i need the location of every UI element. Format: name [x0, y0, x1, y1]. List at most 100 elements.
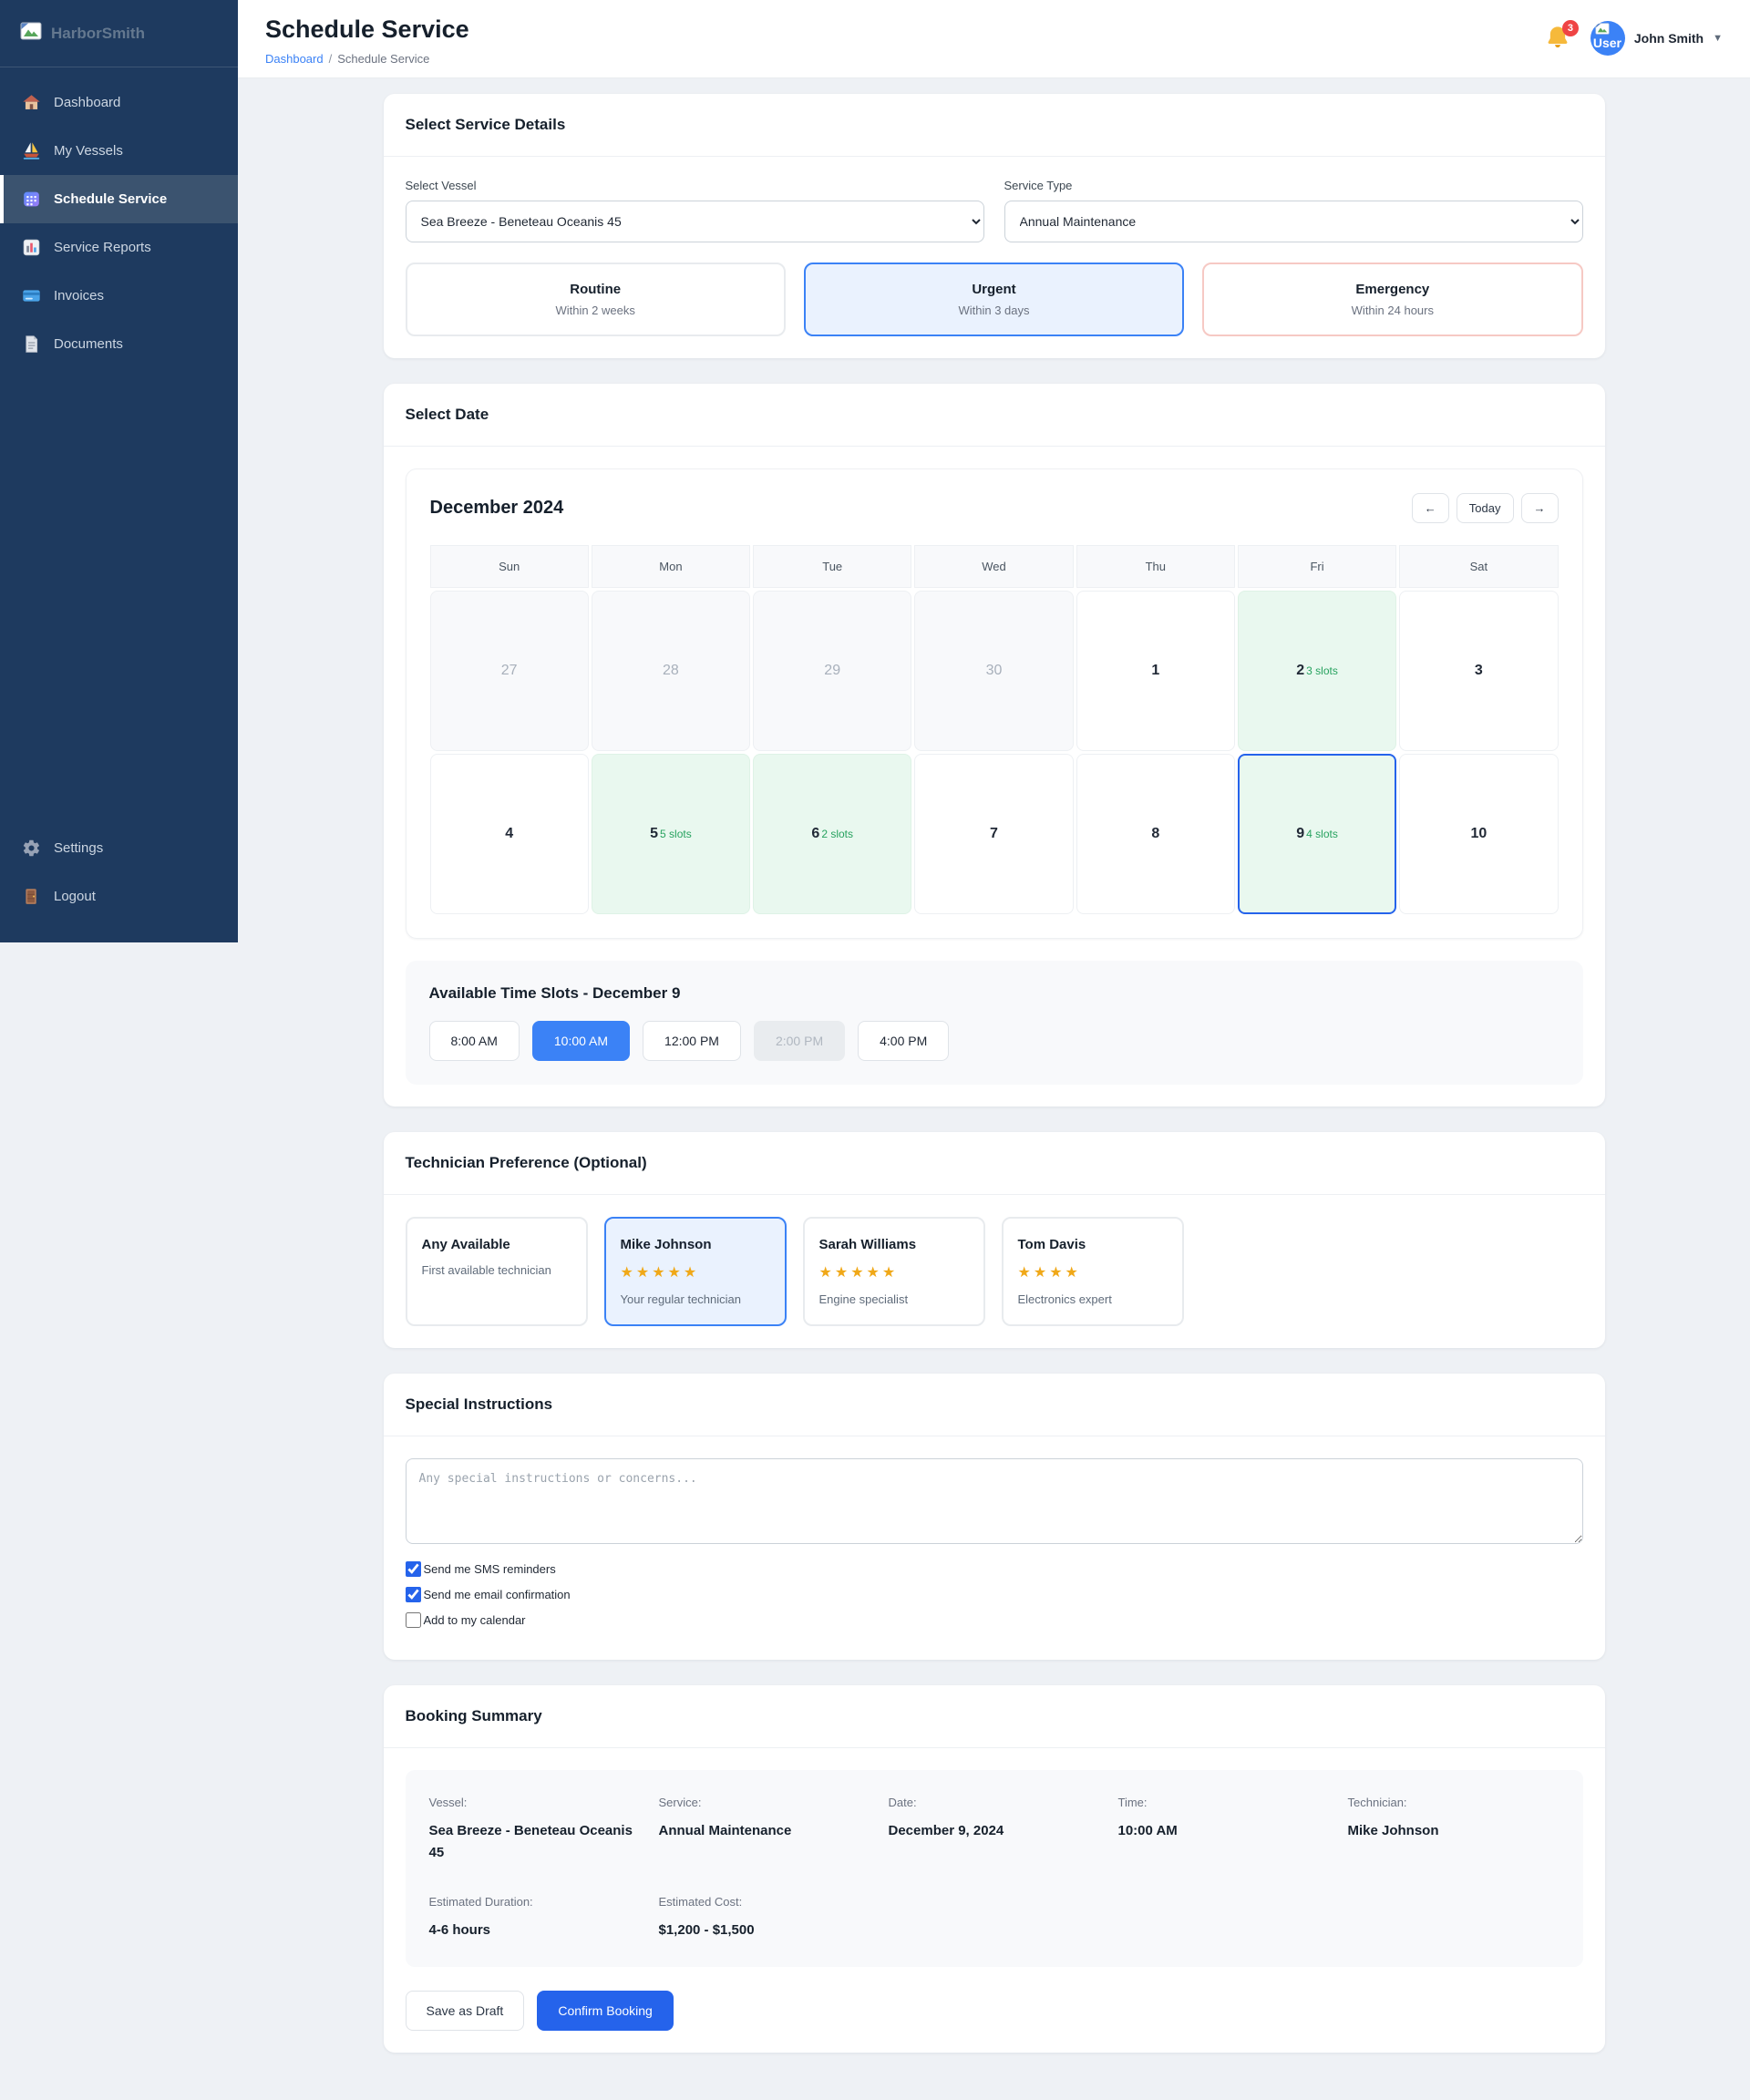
calendar-day: 29 — [753, 591, 912, 751]
vessel-label: Select Vessel — [405, 179, 477, 192]
calendar-prev-button[interactable]: ← — [1411, 493, 1449, 523]
calendar-day: 30 — [914, 591, 1074, 751]
weekday-header: Fri — [1237, 545, 1397, 588]
sms-reminders-checkbox[interactable] — [405, 1561, 421, 1577]
sidebar-item-my-vessels[interactable]: My Vessels — [0, 127, 238, 175]
page-title: Schedule Service — [265, 15, 469, 43]
technician-option-any[interactable]: Any Available First available technician — [405, 1217, 588, 1326]
urgency-title: Routine — [570, 282, 622, 297]
section-title-select-date: Select Date — [405, 406, 489, 423]
credit-card-icon — [22, 286, 41, 305]
breadcrumb: Dashboard / Schedule Service — [265, 52, 469, 66]
special-instructions-card: Special Instructions Send me SMS reminde… — [383, 1374, 1605, 1660]
avatar: User — [1590, 21, 1625, 56]
checkbox-email-confirmation[interactable]: Send me email confirmation — [405, 1587, 1583, 1602]
sidebar-item-documents[interactable]: Documents — [0, 320, 238, 368]
slots-count: 4 slots — [1306, 828, 1338, 840]
technician-name: Mike Johnson — [620, 1237, 712, 1252]
timeslot-button[interactable]: 12:00 PM — [643, 1021, 741, 1061]
sidebar-item-invoices[interactable]: Invoices — [0, 272, 238, 320]
weekday-header: Sun — [429, 545, 589, 588]
calendar-day[interactable]: 8 — [1076, 754, 1235, 914]
section-title-summary: Booking Summary — [405, 1707, 542, 1724]
service-type-label: Service Type — [1004, 179, 1073, 192]
section-title-instructions: Special Instructions — [405, 1395, 553, 1413]
broken-image-icon — [20, 22, 42, 45]
timeslots-title: Available Time Slots - December 9 — [428, 984, 681, 1002]
booking-summary-card: Booking Summary Vessel: Sea Breeze - Ben… — [383, 1685, 1605, 2053]
calendar-day[interactable]: 7 — [914, 754, 1074, 914]
service-type-select[interactable]: Annual Maintenance — [1004, 201, 1583, 242]
technician-description: Electronics expert — [1017, 1292, 1112, 1306]
calendar-today-button[interactable]: Today — [1456, 493, 1514, 523]
urgency-option-routine[interactable]: Routine Within 2 weeks — [405, 262, 786, 336]
section-title-technician: Technician Preference (Optional) — [405, 1154, 647, 1171]
summary-field-vessel: Vessel: Sea Breeze - Beneteau Oceanis 45 — [428, 1796, 633, 1860]
notifications-button[interactable]: 3 — [1545, 20, 1579, 54]
urgency-subtitle: Within 2 weeks — [555, 304, 635, 317]
weekday-header: Thu — [1076, 545, 1235, 588]
calendar-day[interactable]: 10 — [1399, 754, 1559, 914]
urgency-subtitle: Within 24 hours — [1351, 304, 1434, 317]
summary-field-cost: Estimated Cost: $1,200 - $1,500 — [658, 1895, 755, 1938]
calendar-day[interactable]: 3 — [1399, 591, 1559, 751]
sidebar-item-settings[interactable]: Settings — [0, 824, 238, 872]
technician-name: Any Available — [421, 1237, 510, 1252]
technician-option-sarah-williams[interactable]: Sarah Williams ★★★★★ Engine specialist — [802, 1217, 985, 1326]
weekday-header: Wed — [914, 545, 1074, 588]
notification-badge: 3 — [1561, 20, 1579, 36]
calendar-day[interactable]: 4 — [429, 754, 589, 914]
slots-count: 5 slots — [660, 828, 692, 840]
calendar: December 2024 ← Today → Sun Mon Tue Wed … — [405, 468, 1583, 939]
star-rating: ★★★★★ — [620, 1265, 700, 1281]
technician-option-mike-johnson[interactable]: Mike Johnson ★★★★★ Your regular technici… — [603, 1217, 787, 1326]
user-menu[interactable]: User John Smith ▼ — [1590, 21, 1723, 56]
door-icon — [22, 887, 41, 906]
sidebar-item-label: Settings — [54, 840, 104, 856]
special-instructions-input[interactable] — [405, 1458, 1583, 1544]
sidebar-item-service-reports[interactable]: Service Reports — [0, 223, 238, 272]
add-to-calendar-checkbox[interactable] — [405, 1612, 421, 1628]
service-details-card: Select Service Details Select Vessel Sea… — [383, 94, 1605, 358]
timeslot-button-selected[interactable]: 10:00 AM — [531, 1021, 631, 1061]
summary-field-technician: Technician: Mike Johnson — [1347, 1796, 1439, 1838]
sidebar-item-label: Invoices — [54, 288, 105, 304]
summary-field-time: Time: 10:00 AM — [1117, 1796, 1178, 1838]
email-confirmation-checkbox[interactable] — [405, 1587, 421, 1602]
timeslot-button[interactable]: 4:00 PM — [858, 1021, 950, 1061]
bell-icon — [1545, 26, 1570, 54]
urgency-option-urgent[interactable]: Urgent Within 3 days — [803, 262, 1185, 336]
sidebar: HarborSmith Dashboard My Vessels Schedul… — [0, 0, 238, 942]
calendar-day[interactable]: 1 — [1076, 591, 1235, 751]
calendar-next-button[interactable]: → — [1520, 493, 1559, 523]
sidebar-item-dashboard[interactable]: Dashboard — [0, 78, 238, 127]
technician-option-tom-davis[interactable]: Tom Davis ★★★★ Electronics expert — [1001, 1217, 1184, 1326]
vessel-select[interactable]: Sea Breeze - Beneteau Oceanis 45 — [405, 201, 984, 242]
urgency-option-emergency[interactable]: Emergency Within 24 hours — [1202, 262, 1583, 336]
checkbox-label: Send me email confirmation — [423, 1588, 571, 1601]
timeslots-panel: Available Time Slots - December 9 8:00 A… — [405, 961, 1583, 1085]
urgency-subtitle: Within 3 days — [958, 304, 1030, 317]
calendar-day: 28 — [591, 591, 751, 751]
timeslot-button[interactable]: 8:00 AM — [428, 1021, 520, 1061]
urgency-title: Emergency — [1355, 282, 1430, 297]
breadcrumb-dashboard-link[interactable]: Dashboard — [265, 52, 324, 66]
technician-name: Tom Davis — [1017, 1237, 1086, 1252]
sidebar-item-logout[interactable]: Logout — [0, 872, 238, 921]
checkbox-add-to-calendar[interactable]: Add to my calendar — [405, 1612, 1583, 1628]
urgency-title: Urgent — [972, 282, 1016, 297]
checkbox-sms-reminders[interactable]: Send me SMS reminders — [405, 1561, 1583, 1577]
slots-count: 2 slots — [821, 828, 853, 840]
calendar-icon — [22, 190, 41, 209]
weekday-header: Tue — [753, 545, 912, 588]
app-logo: HarborSmith — [0, 0, 238, 67]
sidebar-item-schedule-service[interactable]: Schedule Service — [0, 175, 238, 223]
confirm-booking-button[interactable]: Confirm Booking — [537, 1991, 674, 2031]
save-draft-button[interactable]: Save as Draft — [405, 1991, 525, 2031]
gear-icon — [22, 839, 41, 858]
checkbox-label: Send me SMS reminders — [423, 1562, 556, 1576]
